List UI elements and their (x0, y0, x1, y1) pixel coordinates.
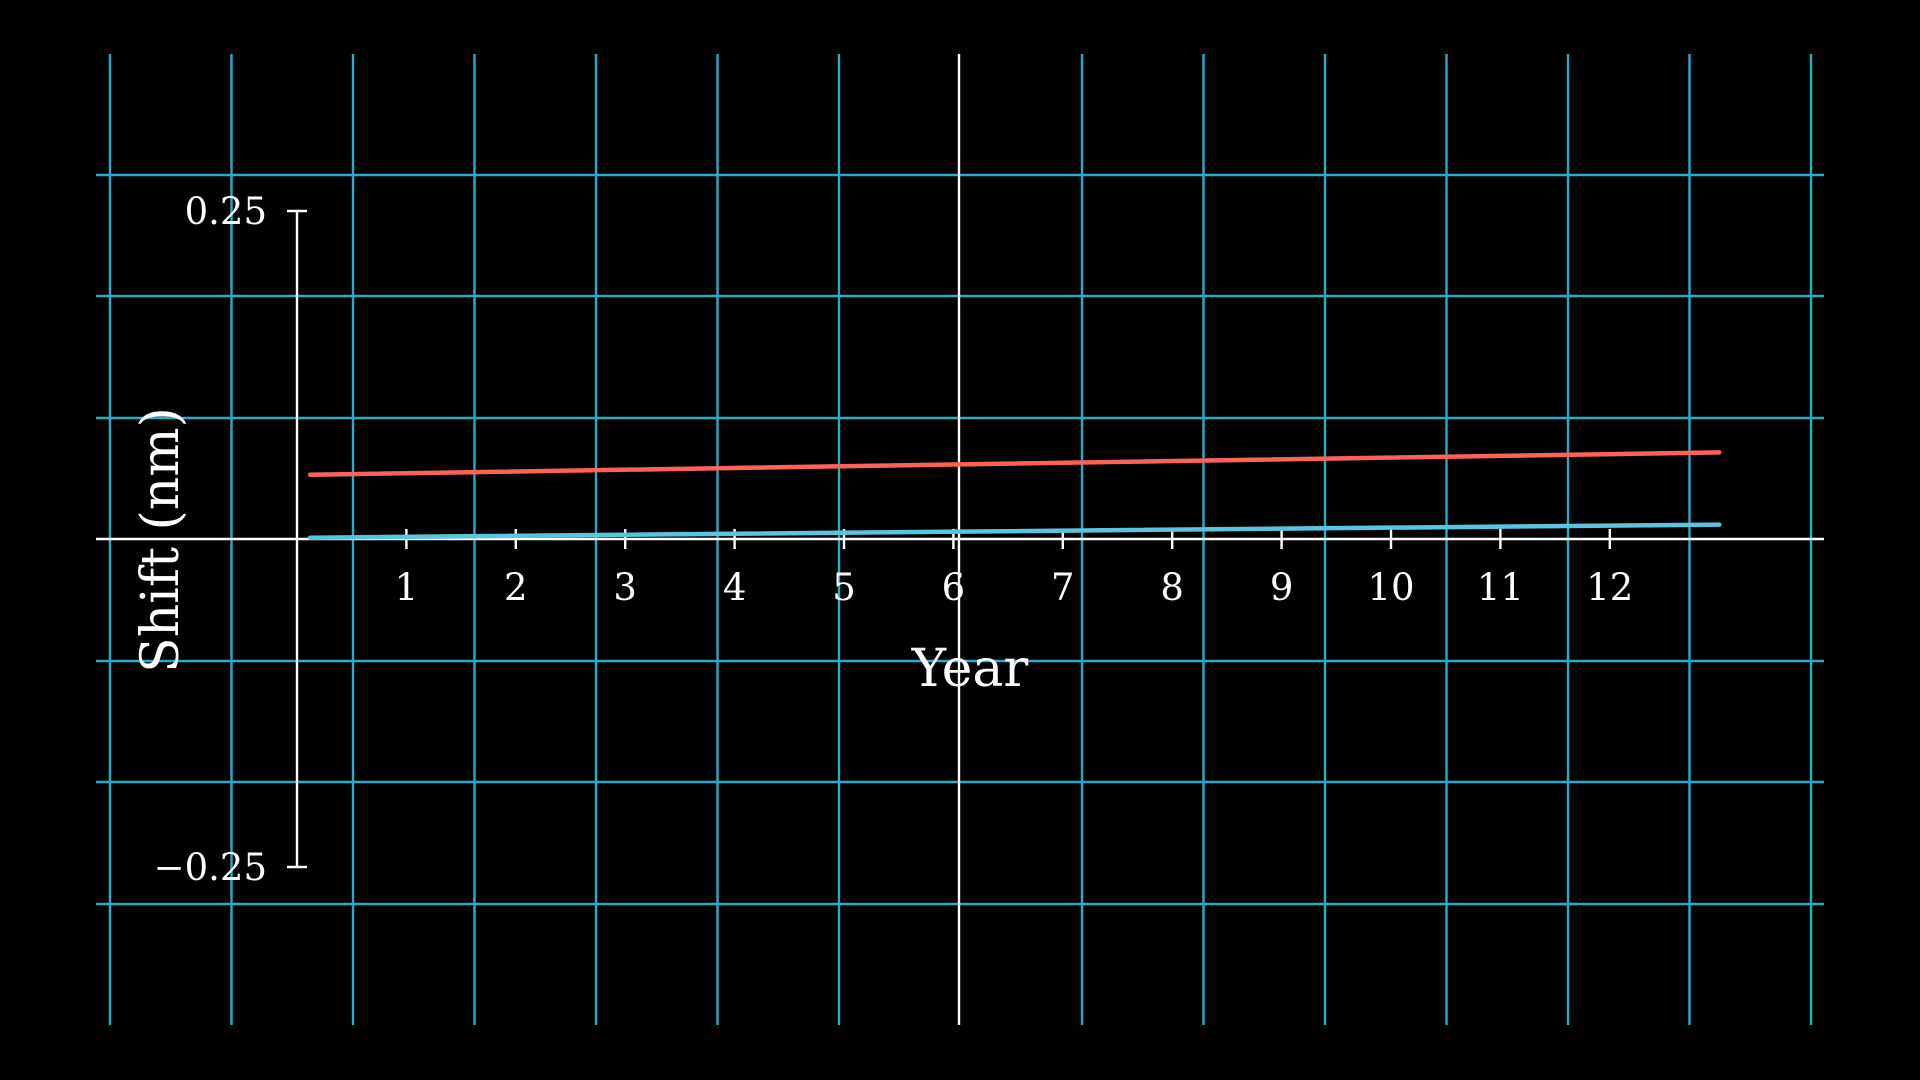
x-tick-label: 1 (395, 566, 419, 609)
x-tick-label: 6 (942, 566, 966, 609)
x-tick-label: 7 (1051, 566, 1075, 609)
plot-series (307, 450, 1722, 540)
x-tick-label: 9 (1270, 566, 1294, 609)
series-line-blue (307, 522, 1722, 540)
x-tick-label: 2 (504, 566, 528, 609)
x-tick-label: 11 (1477, 566, 1524, 609)
x-tick-label: 3 (613, 566, 637, 609)
x-tick-label: 12 (1586, 566, 1633, 609)
tick-labels: 0.25−0.251 2 3 4 5 6 7 8 9 10 11 12 (154, 190, 1634, 889)
x-axis-title: Year (911, 639, 1029, 699)
x-tick-label: 8 (1160, 566, 1184, 609)
y-tick-label: 0.25 (185, 190, 267, 233)
y-axis-title: Shift (nm) (131, 407, 191, 673)
series-line-red (307, 450, 1722, 477)
x-tick-label: 10 (1367, 566, 1414, 609)
x-tick-label: 4 (723, 566, 747, 609)
x-tick-label: 5 (832, 566, 856, 609)
y-tick-label: −0.25 (154, 846, 267, 889)
